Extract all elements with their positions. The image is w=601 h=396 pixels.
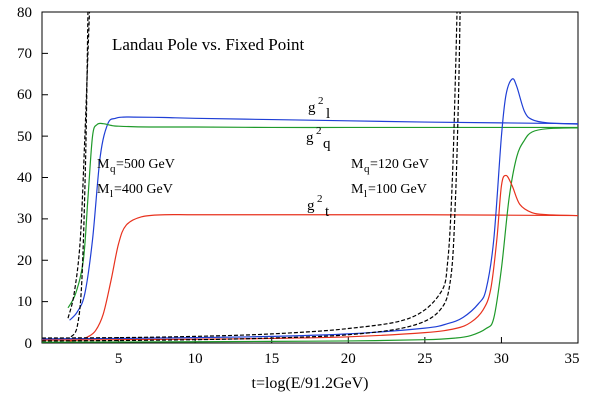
x-tick-labels: 5 10 15 20 25 30 35 [115, 351, 580, 367]
y-tick-label: 50 [17, 129, 32, 145]
annotation-left: M q =500 GeV M l =400 GeV [97, 157, 175, 200]
mass-label-sub: q [364, 163, 370, 175]
series-line-2 [69, 213, 578, 342]
curve-label-base: g [308, 100, 316, 116]
mass-label-rest: =400 GeV [114, 182, 173, 197]
series-line-4 [42, 127, 578, 343]
curve-label-gt: g 2 t [307, 193, 330, 220]
x-tick-label: 35 [565, 351, 580, 367]
curve-label-base: g [306, 130, 314, 146]
chart-title: Landau Pole vs. Fixed Point [112, 35, 304, 54]
mass-label-sub: l [110, 188, 113, 200]
curve-label-sub: t [325, 204, 330, 220]
x-tick-label: 10 [188, 351, 203, 367]
series-layer [42, 12, 578, 343]
annotation-right: M q =120 GeV M l =100 GeV [351, 157, 429, 200]
curve-label-gq: g 2 q [306, 125, 331, 152]
curve-label-gl: g 2 l [308, 95, 330, 122]
mass-label-base: M [97, 157, 110, 172]
series-line-0 [69, 116, 578, 321]
series-line-1 [67, 122, 578, 309]
x-axis-title: t=log(E/91.2GeV) [252, 375, 369, 392]
y-tick-label: 40 [17, 170, 32, 186]
mass-label-base: M [97, 182, 110, 197]
y-tick-label: 20 [17, 253, 32, 269]
y-tick-label: 80 [17, 5, 32, 21]
curve-label-sup: 2 [317, 193, 323, 205]
x-tick-label: 25 [417, 351, 432, 367]
x-tick-label: 20 [341, 351, 356, 367]
plot-area [41, 11, 579, 344]
curve-label-sup: 2 [318, 95, 324, 107]
series-line-7 [70, 12, 89, 338]
mass-label-base: M [351, 182, 364, 197]
x-tick-label: 15 [264, 351, 279, 367]
y-tick-label: 10 [17, 294, 32, 310]
x-tick-label: 30 [494, 351, 509, 367]
series-line-3 [42, 78, 578, 340]
mass-label-sub: q [110, 163, 116, 175]
curve-label-sub: l [326, 106, 330, 122]
series-line-9 [42, 12, 461, 342]
y-tick-label: 60 [17, 87, 32, 103]
series-line-6 [67, 12, 91, 319]
mass-label-rest: =100 GeV [368, 182, 427, 197]
curve-label-sup: 2 [316, 125, 322, 137]
x-tick-label: 5 [115, 351, 123, 367]
mass-label-rest: =500 GeV [116, 157, 175, 172]
mass-label-rest: =120 GeV [370, 157, 429, 172]
curve-label-base: g [307, 198, 315, 214]
y-tick-labels: 0 10 20 30 40 50 60 70 80 [17, 5, 32, 352]
series-line-8 [42, 12, 458, 339]
y-tick-label: 0 [25, 336, 33, 352]
mass-label-sub: l [364, 188, 367, 200]
y-tick-label: 30 [17, 211, 32, 227]
y-tick-label: 70 [17, 46, 32, 62]
mass-label-base: M [351, 157, 364, 172]
curve-label-sub: q [323, 136, 331, 152]
